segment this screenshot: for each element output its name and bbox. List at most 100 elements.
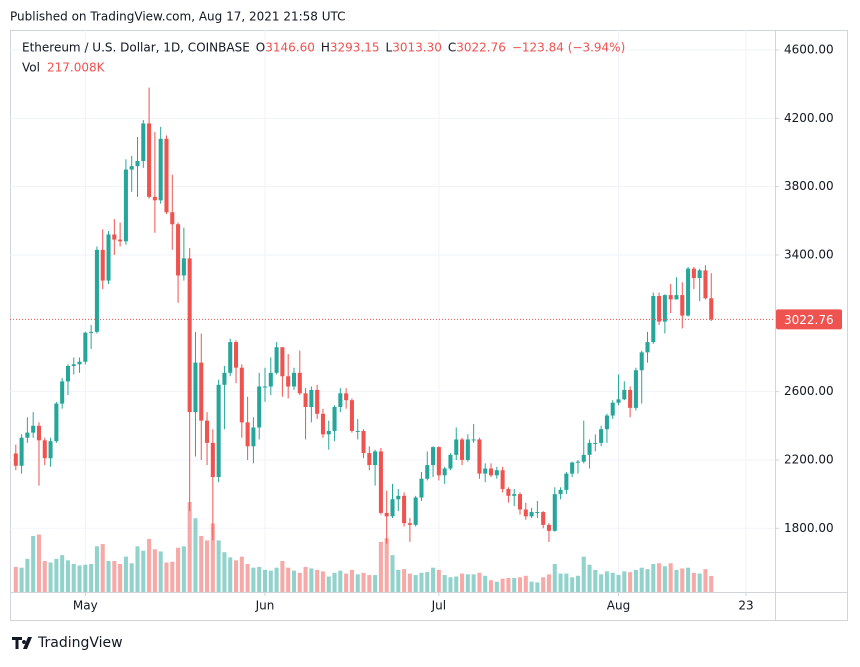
volume-bar <box>373 575 378 592</box>
candle-body <box>268 372 273 387</box>
candle-body <box>564 473 569 490</box>
candle-body <box>181 258 186 276</box>
candle-body <box>546 524 552 531</box>
volume-bar <box>268 570 273 592</box>
candle-body <box>170 212 175 225</box>
axes: 1800.00 2200.00 2600.00 3400.00 3800.00 4200.… <box>10 42 842 613</box>
candle-body <box>193 362 198 413</box>
volume-bar <box>262 569 268 592</box>
volume-bar <box>500 578 505 592</box>
candle-body <box>425 465 430 479</box>
volume-bar <box>651 563 656 592</box>
symbol-title: Ethereum / U.S. Dollar, 1D, COINBASE <box>22 41 250 55</box>
volume-bars <box>13 502 714 592</box>
volume-bar <box>616 575 621 592</box>
candle-body <box>668 295 673 300</box>
volume-bar <box>662 566 667 592</box>
volume-bar <box>65 560 70 592</box>
volume-bar <box>106 561 111 592</box>
candle-body <box>680 295 685 316</box>
volume-bar <box>396 569 401 592</box>
volume-bar <box>54 558 59 592</box>
candle-body <box>419 478 424 498</box>
volume-bar <box>367 575 372 592</box>
candle-body <box>60 381 65 404</box>
volume-bar <box>13 566 18 592</box>
volume-bar <box>338 570 343 592</box>
candle-body <box>83 332 88 362</box>
candle-body <box>442 468 447 476</box>
candle-body <box>483 468 488 474</box>
volume-bar <box>378 541 383 592</box>
volume-bar <box>413 575 418 592</box>
candle-body <box>280 347 285 377</box>
volume-bar <box>141 550 146 592</box>
volume-bar <box>407 573 412 592</box>
candle-body <box>129 166 134 170</box>
candle-body <box>494 470 499 476</box>
volume-bar <box>239 556 244 592</box>
volume-bar <box>639 567 644 592</box>
candle-body <box>460 439 465 460</box>
candle-body <box>187 258 192 413</box>
volume-bar <box>535 582 540 592</box>
candle-body <box>500 470 505 489</box>
candle-body <box>89 331 94 333</box>
volume-bar <box>361 572 366 592</box>
volume-bar <box>546 574 552 592</box>
volume-bar <box>315 569 320 592</box>
volume-bar <box>494 581 499 592</box>
volume-bar <box>674 569 679 592</box>
candle-body <box>36 425 42 441</box>
candle-body <box>517 494 523 510</box>
volume-bar <box>541 577 546 592</box>
candle-body <box>691 268 696 279</box>
volume-bar <box>645 569 650 592</box>
volume-bar <box>291 570 297 592</box>
volume-value: 217.008K <box>47 61 106 75</box>
candle-body <box>610 402 615 416</box>
candle-body <box>390 499 395 517</box>
candle-body <box>309 389 314 408</box>
y-tick-label: 3400.00 <box>784 247 834 261</box>
candle-body <box>488 468 494 476</box>
volume-bar <box>320 571 325 592</box>
volume-bar <box>460 573 465 592</box>
candle-body <box>349 400 354 431</box>
volume-bar <box>112 561 117 592</box>
candle-body <box>118 239 123 242</box>
legend-key: H <box>321 41 330 55</box>
last-price-label: 3022.76 <box>784 313 834 327</box>
candle-body <box>326 430 331 435</box>
volume-bar <box>344 573 349 592</box>
volume-bar <box>390 555 395 592</box>
volume-bar <box>100 544 105 592</box>
volume-bar <box>205 540 210 592</box>
volume-bar <box>89 563 94 592</box>
volume-bar <box>454 576 459 592</box>
volume-bar <box>216 540 221 592</box>
volume-bar <box>297 572 302 592</box>
volume-bar <box>71 563 76 592</box>
candle-body <box>216 384 221 478</box>
volume-bar <box>60 555 65 592</box>
candle-body <box>123 169 128 242</box>
candle-body <box>396 495 401 500</box>
candle-body <box>320 413 325 435</box>
candle-body <box>100 249 105 281</box>
candle-body <box>257 386 262 428</box>
volume-bar <box>523 575 528 592</box>
volume-bar <box>274 567 279 592</box>
candle-body <box>332 407 337 431</box>
candle-body <box>674 295 679 300</box>
volume-bar <box>280 561 285 592</box>
candle-body <box>448 454 453 469</box>
candle-body <box>106 234 111 281</box>
candle-body <box>471 439 476 441</box>
candle-body <box>233 342 239 368</box>
candle-body <box>378 451 383 513</box>
legend-value: 3022.76 <box>456 41 506 55</box>
volume-bar <box>233 560 239 592</box>
volume-bar <box>286 567 291 592</box>
